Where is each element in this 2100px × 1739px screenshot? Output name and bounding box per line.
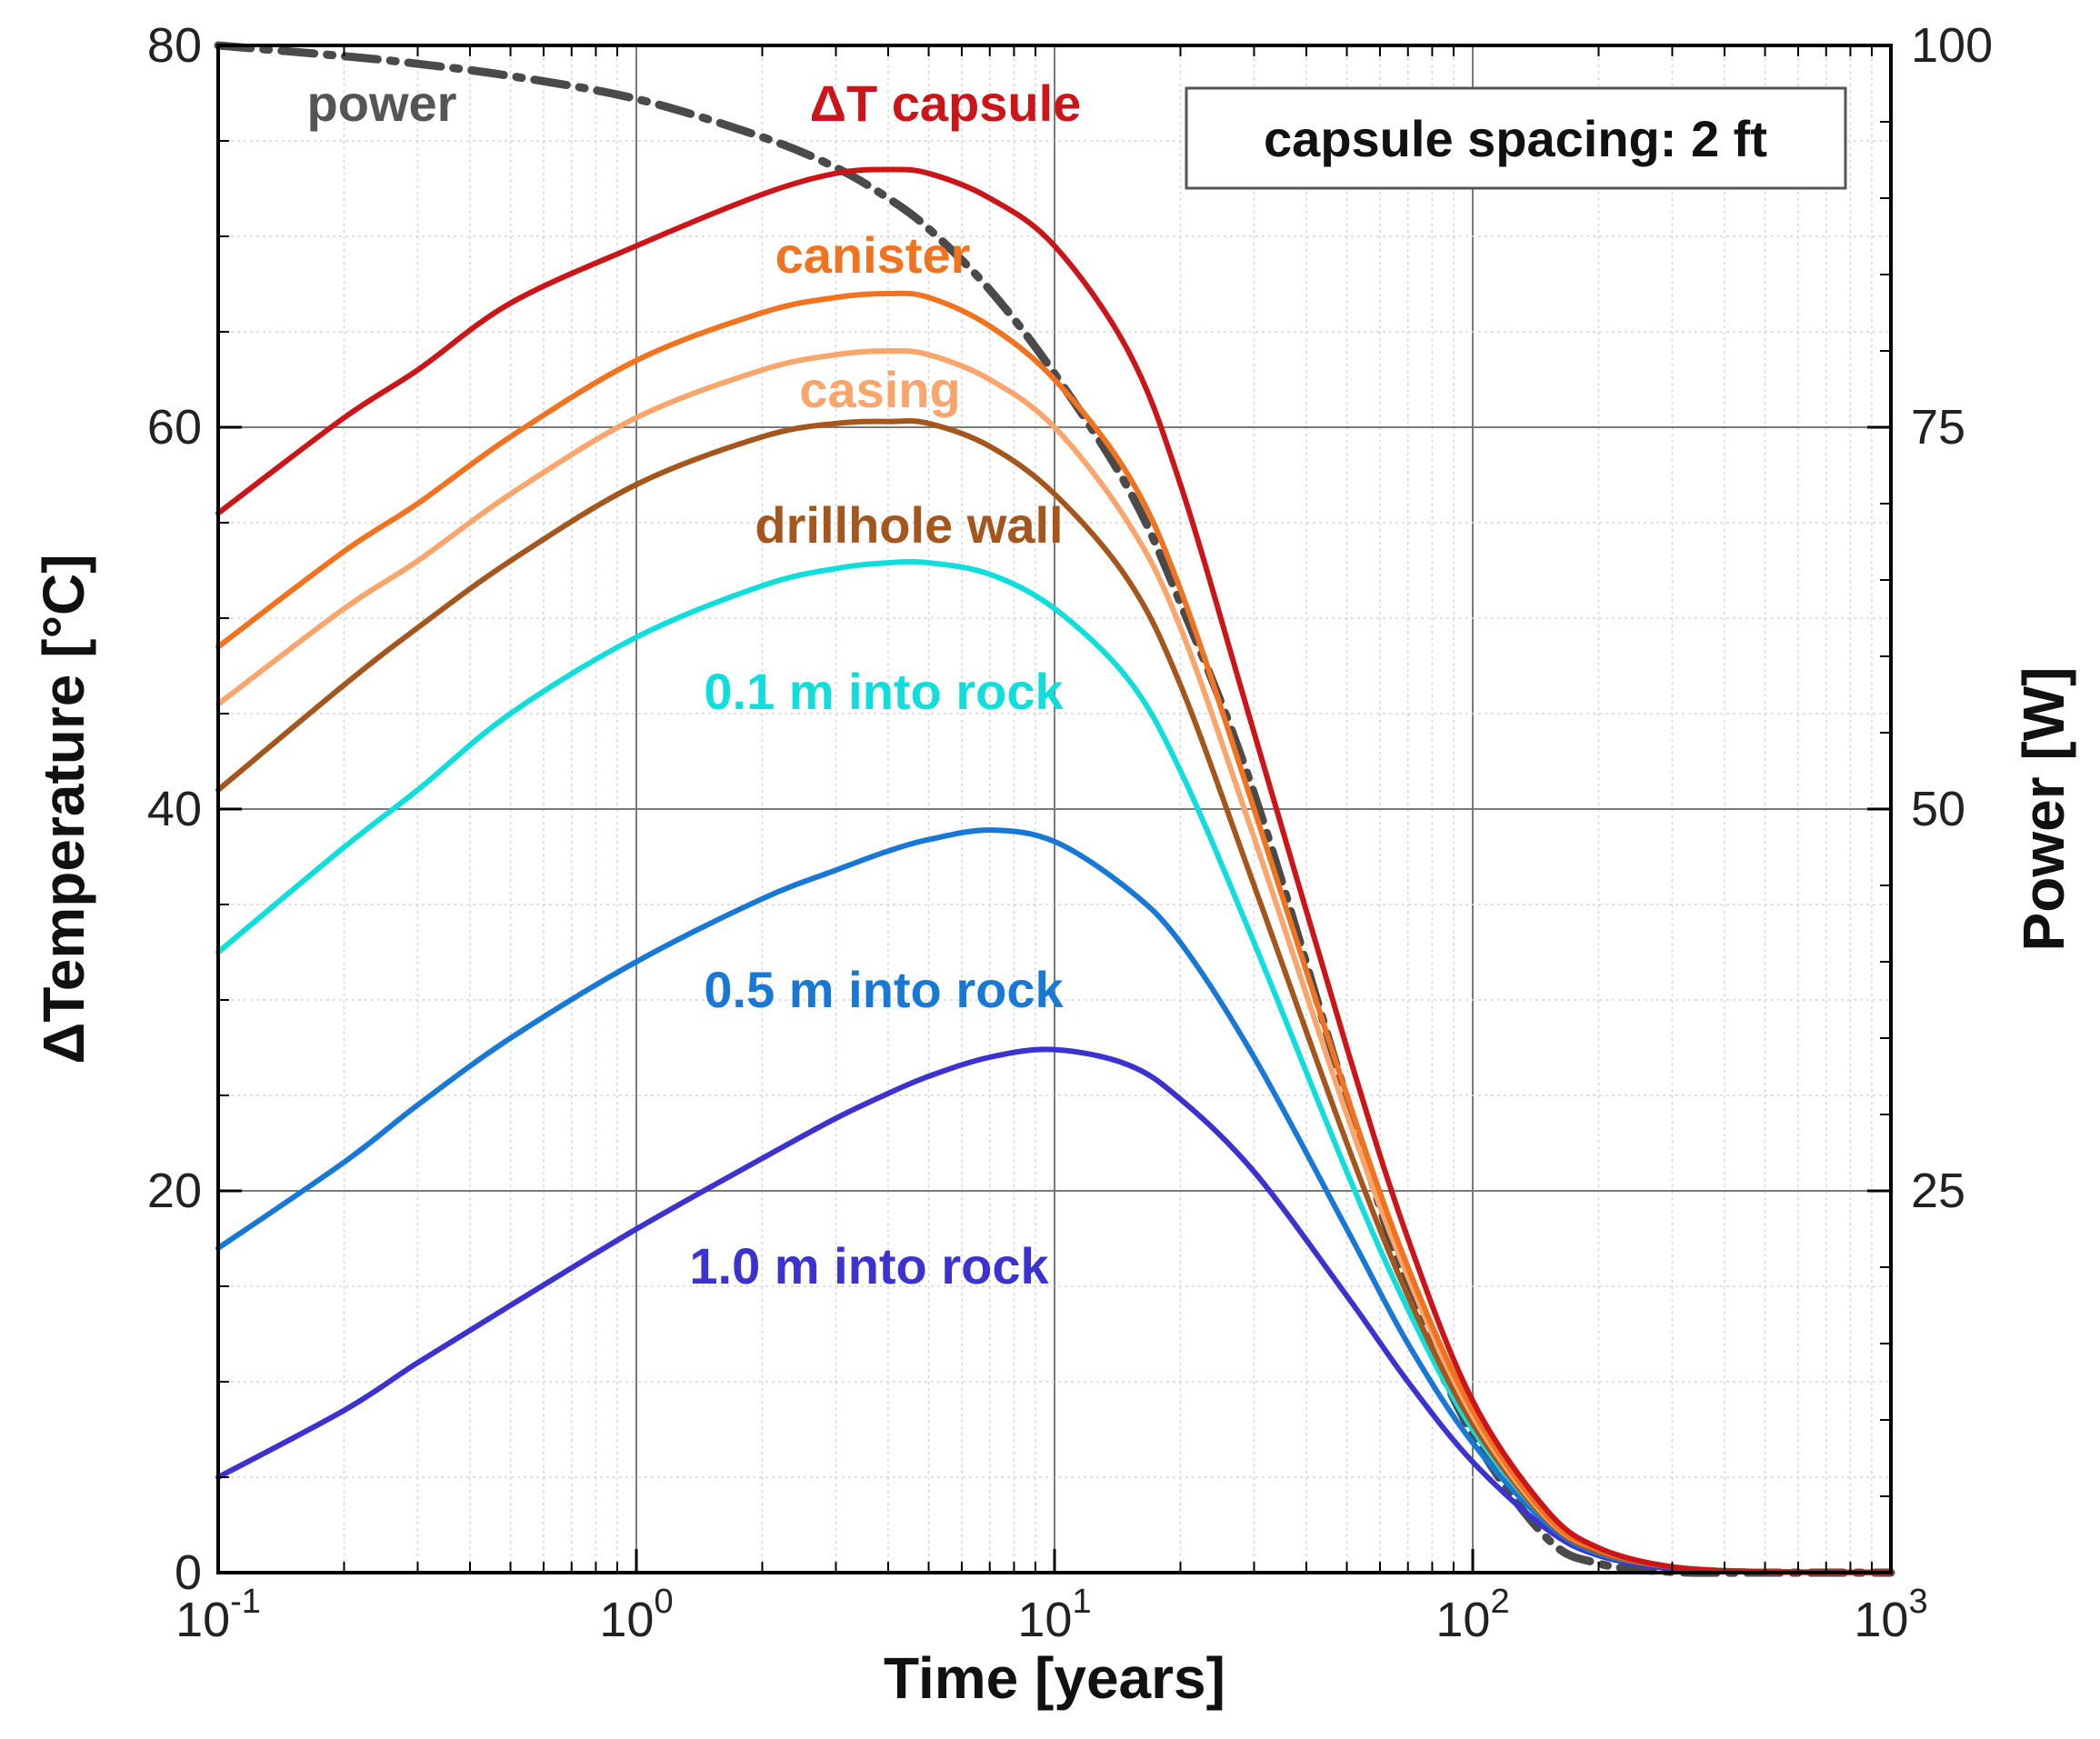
x-tick-label: 101: [1017, 1583, 1091, 1647]
legend-box-text: capsule spacing: 2 ft: [1264, 110, 1767, 167]
y2-tick-label: 50: [1911, 782, 1965, 836]
x-tick-label-text: 102: [1435, 1583, 1509, 1647]
annotation-1-0-m-into-rock: 1.0 m into rock: [689, 1237, 1049, 1294]
x-tick-exponent: 2: [1490, 1583, 1509, 1621]
annotation-0-5-m-into-rock: 0.5 m into rock: [704, 961, 1064, 1018]
x-axis-title: Time [years]: [884, 1645, 1225, 1711]
annotation-casing: casing: [799, 361, 960, 418]
annotation-layer: power ΔT capsule canister casing drillhole w…: [307, 75, 1082, 1294]
x-tick-label-text: 101: [1017, 1583, 1091, 1647]
grid-layer: [218, 45, 1891, 1573]
x-tick-label: 103: [1854, 1583, 1927, 1647]
y2-tick-label: 25: [1911, 1164, 1965, 1218]
x-tick-label-text: 100: [599, 1583, 673, 1647]
x-tick-label-text: 103: [1854, 1583, 1927, 1647]
y2-tick-label: 75: [1911, 400, 1965, 455]
x-tick-exponent: 3: [1908, 1583, 1927, 1621]
y-tick-label: 60: [147, 400, 202, 455]
x-tick-label: 102: [1435, 1583, 1509, 1647]
x-tick-exponent: 0: [654, 1583, 673, 1621]
tick-label-layer: 1 0 -1 100 101 102 103 0 20 40 60 80 25 50 75 100: [147, 18, 1993, 1647]
y-axis-title: ΔTemperature [°C]: [31, 554, 96, 1064]
legend-box: capsule spacing: 2 ft: [1185, 86, 1847, 190]
y2-axis-title: Power [W]: [2011, 667, 2076, 952]
x-tick-exponent: -1: [230, 1583, 261, 1621]
x-tick-label: 100: [599, 1583, 673, 1647]
annotation-drillhole-wall: drillhole wall: [755, 496, 1063, 554]
y2-tick-label: 100: [1911, 18, 1993, 73]
series-layer: [214, 41, 1895, 1577]
series-line-delta-t-capsule: [215, 166, 1894, 1575]
series-line-canister: [215, 290, 1894, 1575]
annotation-delta-t-capsule: ΔT capsule: [810, 75, 1082, 132]
y-tick-label: 20: [147, 1164, 202, 1218]
y-tick-label: 80: [147, 18, 202, 73]
x-tick-exponent: 1: [1072, 1583, 1091, 1621]
series-line-power: [214, 41, 1895, 1577]
annotation-power: power: [307, 75, 457, 132]
ticks-layer: [216, 44, 1893, 1574]
y-tick-label: 40: [147, 782, 202, 836]
legend-box-frame: [1185, 86, 1847, 190]
annotation-canister: canister: [775, 226, 971, 284]
annotation-0-1-m-into-rock: 0.1 m into rock: [704, 663, 1064, 720]
y-tick-label: 0: [175, 1545, 202, 1600]
